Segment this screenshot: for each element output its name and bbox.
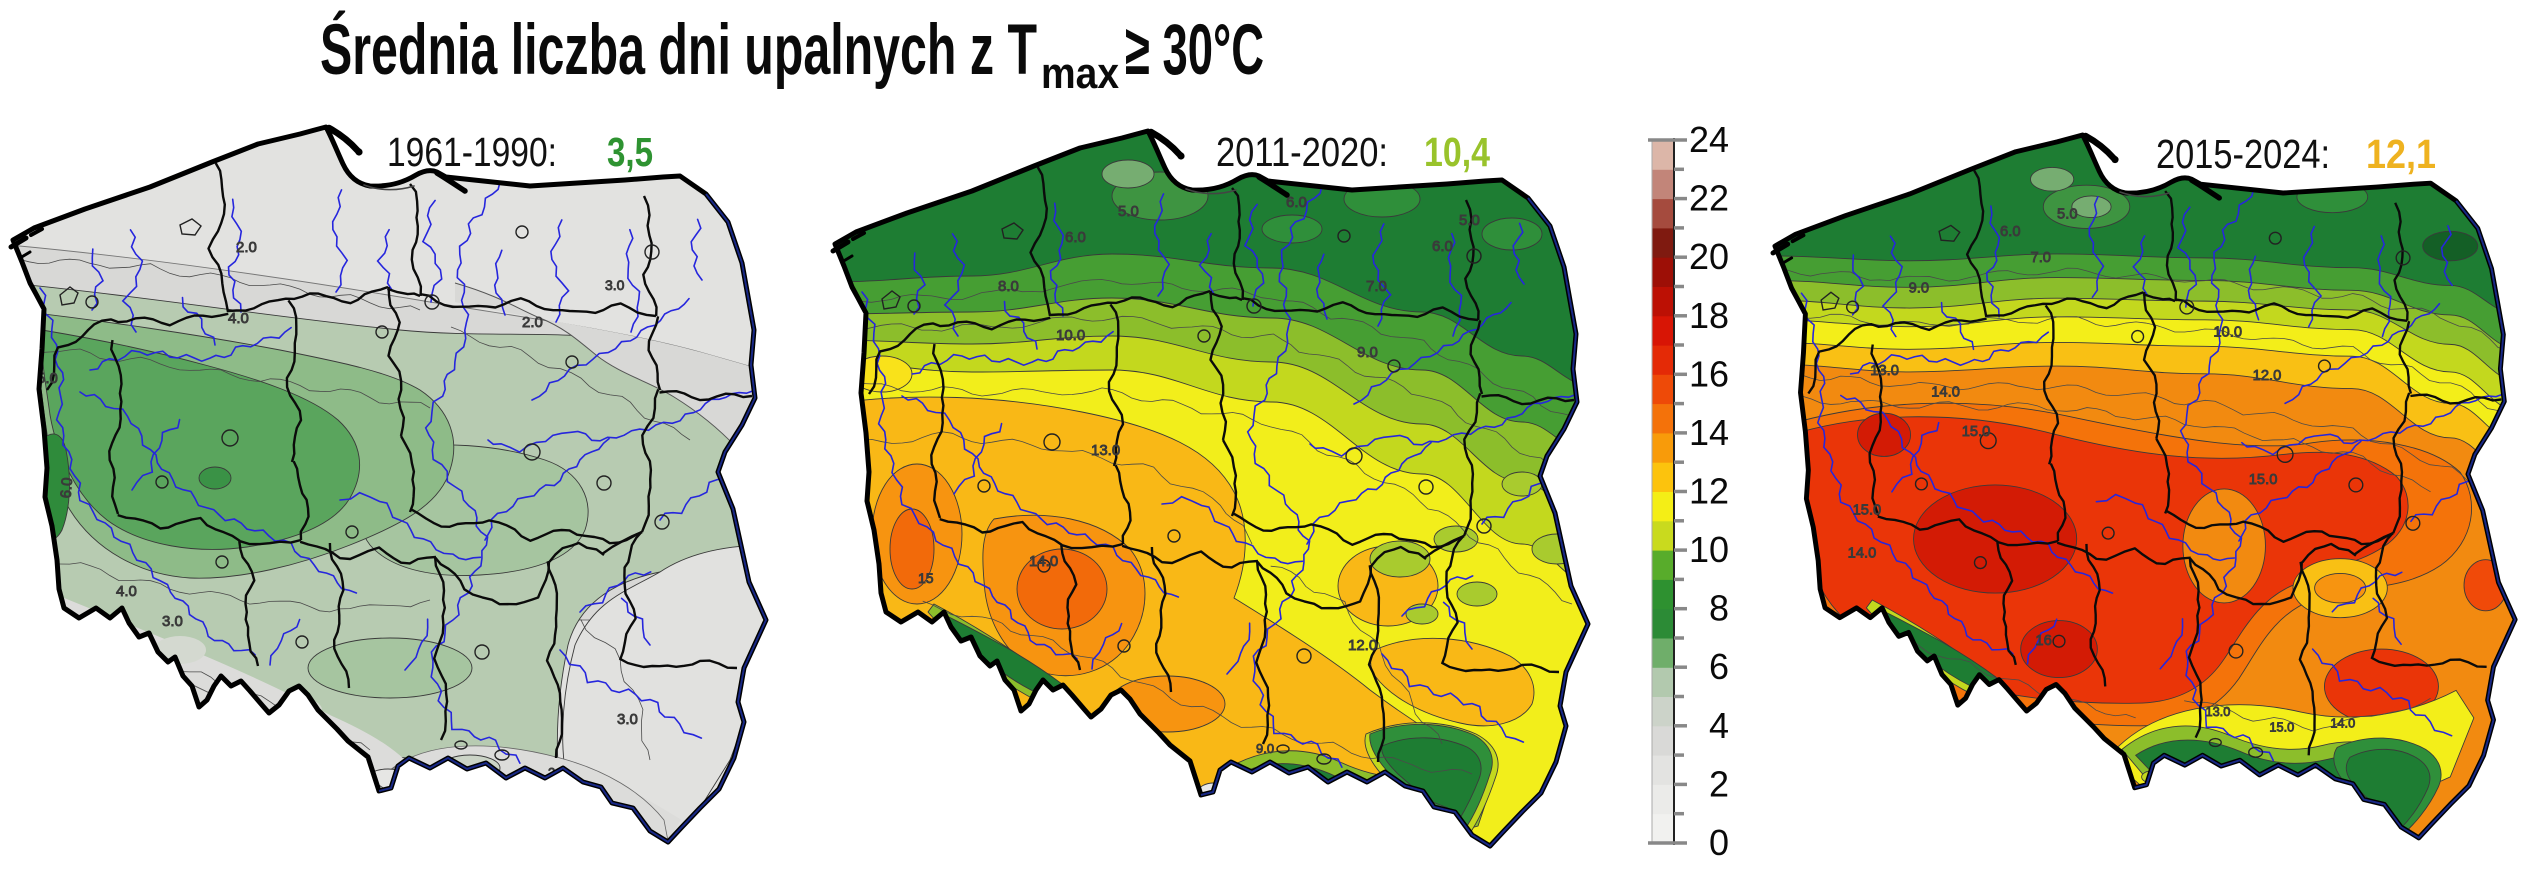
svg-text:14.0: 14.0 xyxy=(1029,553,1058,570)
svg-text:4: 4 xyxy=(1709,705,1729,746)
svg-text:12.0: 12.0 xyxy=(2253,368,2282,384)
svg-text:9.0: 9.0 xyxy=(1357,344,1378,361)
svg-text:10,4: 10,4 xyxy=(1424,129,1490,175)
svg-text:16: 16 xyxy=(1689,353,1729,394)
svg-text:22: 22 xyxy=(1689,178,1729,219)
svg-text:24: 24 xyxy=(1689,119,1729,160)
svg-text:3.0: 3.0 xyxy=(617,711,638,728)
svg-text:8: 8 xyxy=(1709,588,1729,629)
svg-text:15.0: 15.0 xyxy=(1962,424,1991,440)
svg-text:15.0: 15.0 xyxy=(2249,472,2278,488)
svg-text:9.0: 9.0 xyxy=(1256,741,1274,756)
svg-text:10.0: 10.0 xyxy=(1056,327,1085,344)
svg-text:4.0: 4.0 xyxy=(116,583,137,600)
svg-text:2.0: 2.0 xyxy=(522,314,543,331)
svg-text:13.0: 13.0 xyxy=(1870,363,1899,379)
svg-text:6.0: 6.0 xyxy=(2000,224,2020,240)
svg-text:2015-2024:: 2015-2024: xyxy=(2156,131,2330,177)
svg-text:6.0: 6.0 xyxy=(57,477,76,499)
svg-text:max: max xyxy=(1041,49,1119,98)
svg-text:0: 0 xyxy=(1709,822,1729,863)
svg-text:15: 15 xyxy=(918,570,934,586)
svg-text:3,5: 3,5 xyxy=(607,129,653,175)
svg-text:15.0: 15.0 xyxy=(1853,502,1882,518)
svg-text:6.0: 6.0 xyxy=(1286,194,1307,211)
svg-text:16: 16 xyxy=(2035,633,2051,649)
svg-text:4.0: 4.0 xyxy=(228,310,249,327)
svg-text:12.0: 12.0 xyxy=(1348,637,1377,654)
svg-text:7.0: 7.0 xyxy=(2031,250,2051,266)
svg-text:10.0: 10.0 xyxy=(2213,325,2242,341)
svg-text:2.0: 2.0 xyxy=(236,239,257,256)
svg-text:6: 6 xyxy=(1709,646,1729,687)
svg-text:12,1: 12,1 xyxy=(2366,131,2436,177)
svg-text:7.0: 7.0 xyxy=(1366,278,1387,295)
svg-text:5.0: 5.0 xyxy=(1459,212,1480,229)
svg-text:12: 12 xyxy=(1689,471,1729,512)
svg-text:5.0: 5.0 xyxy=(2057,207,2077,223)
svg-text:Średnia liczba dni upalnych z: Średnia liczba dni upalnych z T xyxy=(320,11,1037,90)
svg-text:2011-2020:: 2011-2020: xyxy=(1216,129,1388,175)
svg-text:13.0: 13.0 xyxy=(2205,704,2230,719)
svg-text:6.0: 6.0 xyxy=(1065,229,1086,246)
svg-text:10: 10 xyxy=(1689,529,1729,570)
svg-text:3.0: 3.0 xyxy=(162,613,183,630)
svg-text:14: 14 xyxy=(1689,412,1729,453)
svg-text:13.0: 13.0 xyxy=(1091,442,1120,459)
svg-text:20: 20 xyxy=(1689,236,1729,277)
svg-text:≥ 30°C: ≥ 30°C xyxy=(1125,11,1264,90)
svg-text:14.0: 14.0 xyxy=(1848,546,1877,562)
svg-text:3.0: 3.0 xyxy=(605,277,625,293)
svg-text:8.0: 8.0 xyxy=(998,278,1019,295)
svg-text:14.0: 14.0 xyxy=(2330,716,2355,731)
svg-text:18: 18 xyxy=(1689,295,1729,336)
svg-text:15.0: 15.0 xyxy=(2269,720,2294,735)
svg-text:1961-1990:: 1961-1990: xyxy=(387,129,557,175)
svg-text:2: 2 xyxy=(1709,763,1729,804)
svg-text:5.0: 5.0 xyxy=(1118,203,1139,220)
svg-text:6.0: 6.0 xyxy=(1432,238,1453,255)
svg-text:14.0: 14.0 xyxy=(1931,384,1960,400)
svg-text:9.0: 9.0 xyxy=(1909,280,1929,296)
